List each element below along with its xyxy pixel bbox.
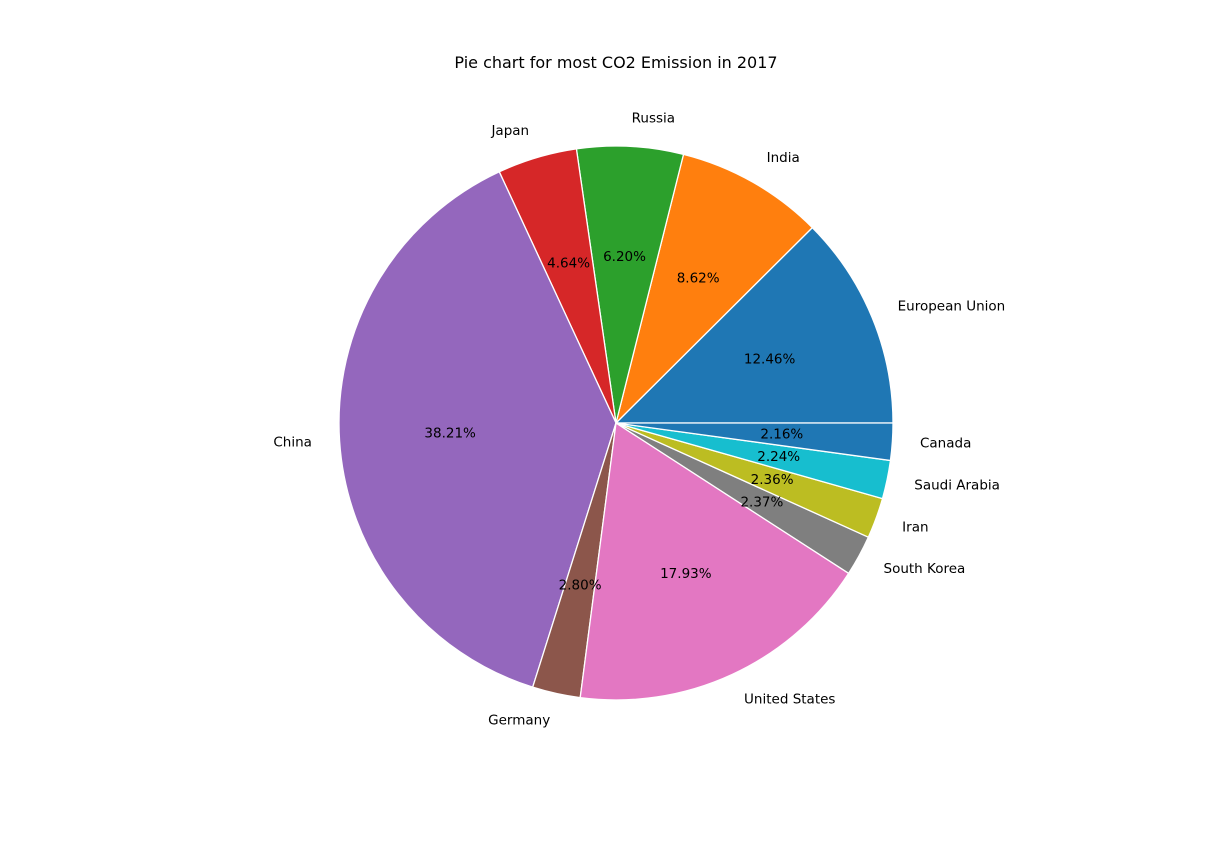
slice-percent-label: 2.24% <box>757 449 800 465</box>
pie-slice-european-union <box>614 226 894 424</box>
slice-percent-label: 17.93% <box>660 566 712 582</box>
pie-labels: European Union 12.46% India 8.62% Russia 6.20… <box>273 111 1005 729</box>
slice-label: Japan <box>490 123 529 139</box>
slice-percent-label: 38.21% <box>424 426 476 442</box>
pie-slice-china <box>338 170 617 688</box>
pie-slice-india <box>614 153 814 426</box>
pie-slices <box>338 145 894 701</box>
pie-slice-united-states <box>579 421 850 701</box>
slice-percent-label: 12.46% <box>744 352 796 368</box>
slice-percent-label: 8.62% <box>677 271 720 287</box>
pie-slice-canada <box>615 422 894 462</box>
slice-label: United States <box>744 691 835 707</box>
slice-percent-label: 4.64% <box>547 256 590 272</box>
chart-title: Pie chart for most CO2 Emission in 2017 <box>454 53 777 72</box>
slice-percent-label: 2.36% <box>751 472 794 488</box>
slice-label: India <box>767 150 800 166</box>
slice-percent-label: 6.20% <box>603 249 646 265</box>
slice-label: Canada <box>920 436 971 452</box>
slice-percent-label: 2.80% <box>559 577 602 593</box>
slice-label: China <box>273 435 312 451</box>
slice-percent-label: 2.16% <box>760 426 803 442</box>
slice-label: Germany <box>488 713 550 729</box>
slice-percent-label: 2.37% <box>740 495 783 511</box>
slice-label: Iran <box>902 520 928 536</box>
slice-label: Russia <box>632 111 675 127</box>
slice-label: European Union <box>898 299 1006 315</box>
slice-label: South Korea <box>884 561 966 577</box>
slice-label: Saudi Arabia <box>914 477 1000 493</box>
